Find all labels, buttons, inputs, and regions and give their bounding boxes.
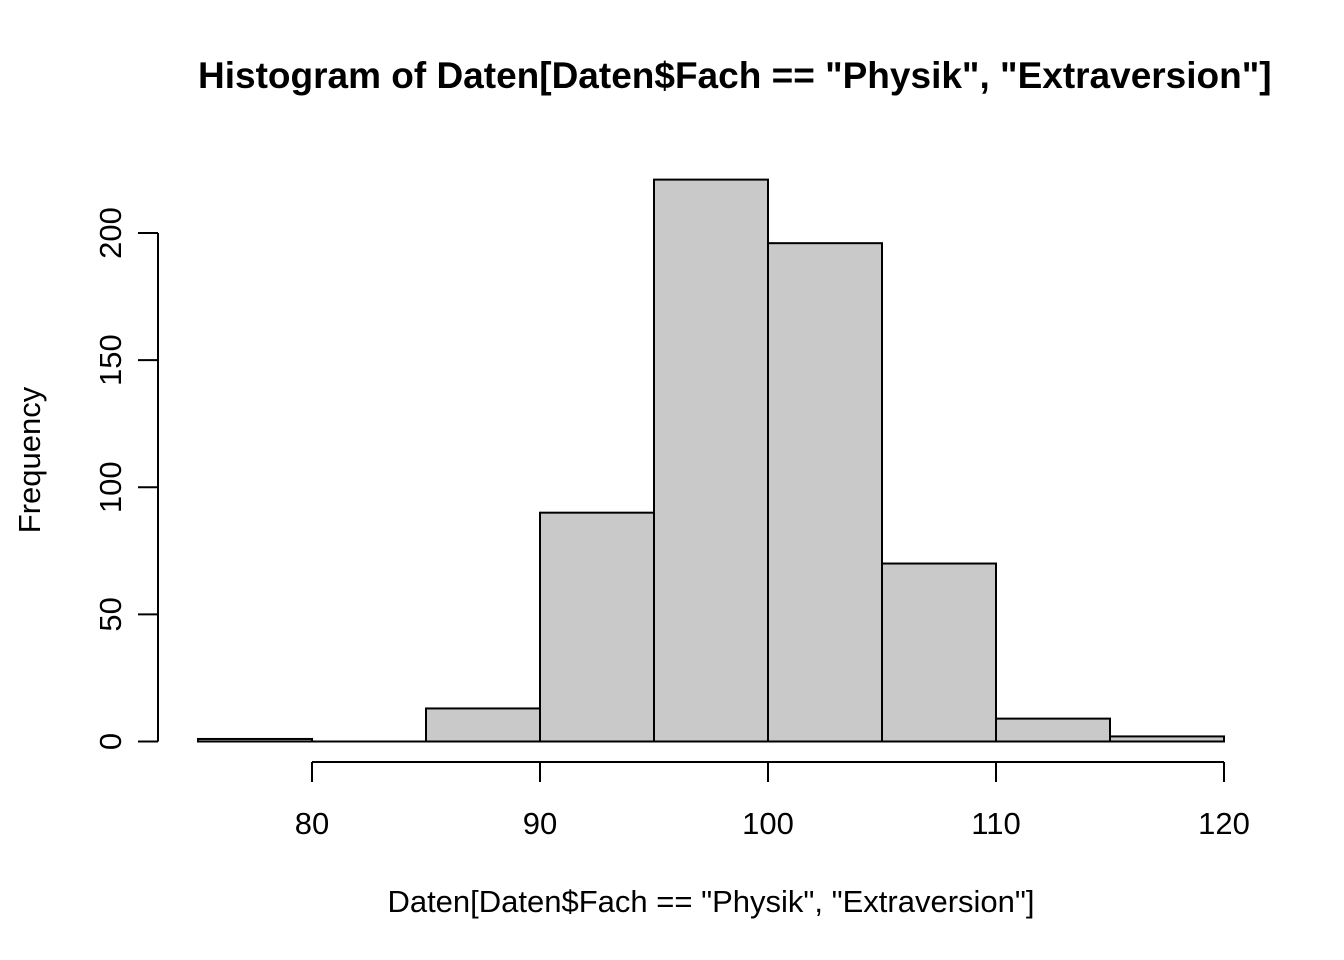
y-tick-label: 100 bbox=[93, 461, 128, 513]
y-axis: 0 50 100 150 200 bbox=[93, 207, 159, 750]
y-tick-label: 50 bbox=[93, 597, 128, 631]
y-tick-label: 200 bbox=[93, 207, 128, 259]
x-tick-label: 80 bbox=[295, 806, 329, 841]
x-tick-label: 100 bbox=[742, 806, 794, 841]
x-axis: 80 90 100 110 120 bbox=[295, 761, 1250, 841]
y-axis-label-group: Frequency bbox=[12, 386, 47, 533]
x-axis-label: Daten[Daten$Fach == "Physik", "Extravers… bbox=[387, 884, 1035, 919]
chart-title: Histogram of Daten[Daten$Fach == "Physik… bbox=[198, 55, 1272, 96]
x-tick-label: 120 bbox=[1198, 806, 1250, 841]
y-axis-label: Frequency bbox=[12, 386, 47, 533]
histogram-bar bbox=[425, 707, 541, 743]
histogram-bar bbox=[767, 242, 883, 743]
x-tick-label: 110 bbox=[971, 806, 1020, 841]
y-tick-label: 150 bbox=[93, 334, 128, 386]
x-tick-label: 90 bbox=[523, 806, 557, 841]
histogram-bar bbox=[539, 511, 655, 743]
histogram-bar bbox=[995, 717, 1111, 743]
histogram-bar bbox=[881, 562, 997, 743]
histogram-bar bbox=[653, 178, 769, 743]
histogram-bar bbox=[1109, 735, 1225, 743]
histogram-bar bbox=[197, 737, 313, 743]
bars-group bbox=[197, 178, 1225, 743]
y-tick-label: 0 bbox=[93, 733, 128, 750]
